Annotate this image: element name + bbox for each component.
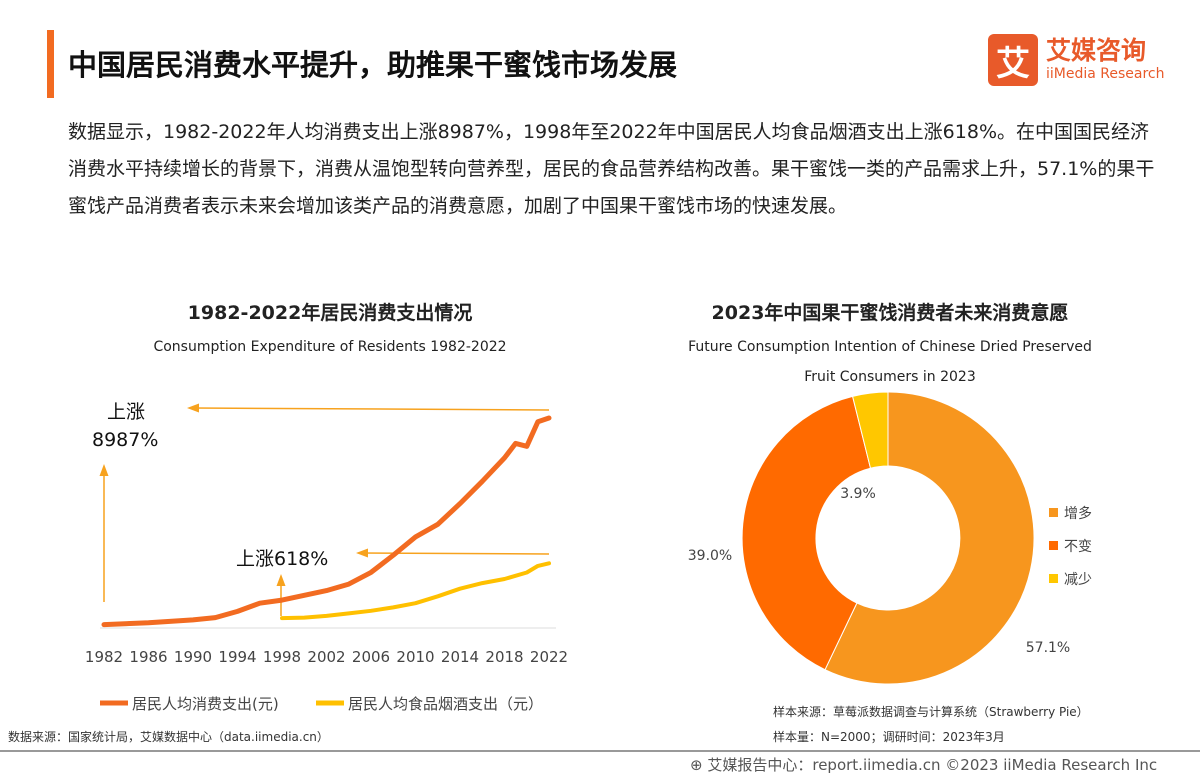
pie-chart-subtitle-1: Future Consumption Intention of Chinese … [688,339,1092,355]
footer-divider [0,750,1200,752]
line-chart-title: 1982-2022年居民消费支出情况 [187,302,473,324]
legend-label: 减少 [1064,572,1092,588]
line-chart-subtitle: Consumption Expenditure of Residents 198… [153,339,507,355]
legend-swatch [1049,508,1058,517]
series-line-0 [101,415,552,628]
legend-label: 增多 [1064,505,1092,522]
summary-paragraph: 数据显示，1982-2022年人均消费支出上涨8987%，1998年至2022年… [68,121,1155,217]
x-tick-label: 2022 [530,648,568,666]
page-title: 中国居民消费水平提升，助推果干蜜饯市场发展 [68,48,678,82]
x-tick-label: 1982 [85,648,123,666]
pie-slice [851,391,889,469]
legend-swatch [1049,574,1058,583]
source-left: 数据来源：国家统计局，艾媒数据中心（data.iimedia.cn） [8,730,329,744]
x-tick-label: 2014 [441,648,479,666]
source-sample: 样本来源：草莓派数据调查与计算系统（Strawberry Pie） [773,705,1089,719]
line-chart: 1982 1986 1990 1994 1998 2002 2006 2010 2014 2018… [85,401,568,713]
x-tick-label: 2018 [485,648,523,666]
logo-en: iiMedia Research [1046,66,1165,82]
pie-slice [824,391,1035,685]
x-tick-label: 1998 [263,648,301,666]
footer-text: 艾媒报告中心：report.iimedia.cn ©2023 iiMedia R… [707,756,1158,774]
x-tick-label: 1990 [174,648,212,666]
legend-label: 不变 [1064,539,1092,555]
x-tick-label: 1986 [129,648,167,666]
annotation-label: 上涨618% [236,548,328,570]
annotation-arrow [356,548,550,558]
legend-swatch [1049,541,1058,550]
annotation-arrow [187,403,550,413]
slice-label: 3.9% [840,486,876,502]
pie-chart-title: 2023年中国果干蜜饯消费者未来消费意愿 [711,302,1069,324]
pie-slice [741,395,872,671]
logo-mark: 艾 [988,34,1038,86]
annotation-label: 8987% [92,429,158,451]
x-tick-label: 1994 [218,648,256,666]
slice-label: 39.0% [688,548,732,564]
x-tick-label: 2006 [352,648,390,666]
x-tick-label: 2010 [396,648,434,666]
title-accent-bar [47,30,54,98]
source-size: 样本量：N=2000；调研时间：2023年3月 [773,730,1005,744]
slice-label: 57.1% [1026,640,1070,656]
logo-cn: 艾媒咨询 [1046,36,1147,65]
pie-chart-subtitle-2: Fruit Consumers in 2023 [804,369,976,385]
pie-chart: 57.1% 增多 39.0% 不变 3.9% 减少 [688,391,1092,685]
footer: ⊕ 艾媒报告中心：report.iimedia.cn ©2023 iiMedia… [690,754,1157,775]
globe-icon: ⊕ [690,756,703,774]
legend-label: 居民人均消费支出(元) [132,695,279,713]
x-tick-label: 2002 [307,648,345,666]
logo: 艾 艾媒咨询 iiMedia Research [988,34,1165,86]
series-line-1 [280,561,551,621]
annotation-label: 上涨 [107,401,145,423]
legend-label: 居民人均食品烟酒支出（元） [348,695,543,713]
